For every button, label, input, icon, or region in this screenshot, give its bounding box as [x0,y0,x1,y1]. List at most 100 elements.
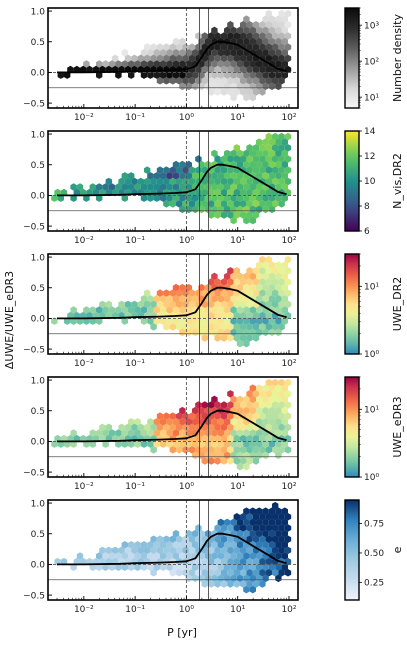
hex-bin [166,418,173,426]
hex-bin [265,300,272,309]
hex-bin [156,289,164,297]
hex-bin [211,317,218,325]
hex-bin [278,43,285,51]
hex-bin [131,546,138,555]
hex-bin [195,166,202,174]
hex-bin [240,54,247,63]
hex-bin [265,65,272,74]
hex-bin [147,49,154,57]
hex-bin [227,211,234,219]
hex-bin [262,317,269,325]
hex-bin [249,451,256,460]
hex-bin [67,65,74,74]
hex-bin [214,155,221,163]
panel-3: −0.5 0.0 0.5 1.0 10⁻² 10⁻¹ 10⁰ 10¹ 10² 10⁰ 10¹ UWE_… [23,253,404,369]
hex-bin [256,283,263,292]
hex-bin [172,440,180,448]
hex-bin [211,205,218,214]
hex-bin [278,412,285,420]
hex-bin [236,26,244,35]
hex-bin [166,49,173,57]
hex-bin [230,574,237,583]
hex-bin [208,88,215,96]
hex-bin [246,557,253,566]
hex-bin [262,451,269,460]
hex-bin [96,317,103,325]
hex-bin [201,446,208,454]
hex-bin [256,563,263,571]
hex-bin [160,317,167,325]
hex-bin [246,177,253,186]
hex-bin [249,82,256,91]
hex-bin [198,440,205,448]
hex-bin [220,580,228,588]
hex-bin [249,395,256,404]
hex-bin [246,423,253,432]
hex-bin [281,306,288,314]
hex-bin [278,378,285,387]
hex-bin [278,401,285,409]
hex-bin [227,434,234,443]
hex-bin [240,323,247,331]
hex-bin [262,418,269,426]
hex-bin [272,200,279,208]
hexbins [51,132,292,225]
hex-bin [256,71,263,79]
hex-bin [227,423,234,432]
hex-bin [243,60,250,68]
y-tick-label: 0.5 [31,161,45,171]
hex-bin [211,60,218,68]
hex-bin [227,546,234,555]
hex-bin [192,60,199,68]
hex-bin [96,60,103,68]
hex-bin [268,395,276,404]
hex-bin [169,43,176,51]
hex-bin [259,569,266,577]
hex-bin [275,37,282,46]
hex-bin [214,211,221,219]
hex-bin [224,317,231,325]
hex-bin [201,323,208,331]
hex-bin [201,401,208,409]
hex-bin [169,546,176,555]
hex-bin [128,440,135,448]
hex-bin [249,406,256,415]
hex-bin [192,552,199,560]
hex-bin [220,211,228,219]
hex-bin [192,418,199,426]
hex-bin [272,300,279,309]
hex-bin [166,552,173,560]
hex-bin [201,457,208,465]
hex-bin [240,278,247,286]
hex-bin [272,524,279,532]
hex-bin [230,429,237,437]
hex-bin [121,429,128,437]
hex-bin [272,166,279,174]
x-tick-label: 10⁻¹ [125,359,145,369]
hex-bin [217,451,224,460]
hex-bin [118,177,125,186]
hex-bin [220,77,228,85]
hex-bin [166,429,173,437]
hex-bin [179,418,186,426]
hex-bin [230,440,237,448]
hex-bin [227,311,234,320]
hex-bin [214,166,221,174]
hex-bin [163,54,170,63]
hex-bin [166,317,173,325]
hex-bin [96,552,103,560]
hex-bin [281,26,288,35]
hex-bin [211,541,218,549]
hex-bin [275,440,282,448]
hex-bin [153,418,160,426]
hex-bin [195,289,202,297]
hex-bin [208,323,215,331]
hex-bin [185,60,192,68]
hex-bin [243,205,250,214]
hex-bin [259,390,266,398]
hex-bin [227,200,234,208]
hex-bin [249,26,256,35]
hex-bin [256,529,263,538]
hex-bin [243,216,250,225]
hex-bin [252,446,260,454]
